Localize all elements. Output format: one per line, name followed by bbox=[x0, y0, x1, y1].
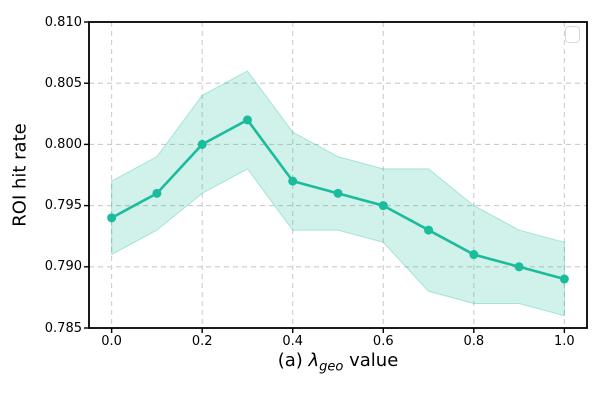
y-tick-label: 0.795 bbox=[44, 198, 82, 214]
x-axis-label: (a) λgeo value bbox=[89, 350, 587, 375]
lambda-subscript: geo bbox=[319, 359, 344, 375]
data-point-marker bbox=[514, 262, 524, 272]
legend-box bbox=[565, 26, 580, 43]
data-point-marker bbox=[288, 176, 298, 186]
plot-spines bbox=[88, 21, 588, 329]
y-tick-label: 0.785 bbox=[44, 320, 82, 336]
data-point-marker bbox=[378, 201, 388, 211]
y-tick-label: 0.800 bbox=[44, 136, 82, 152]
y-tick-label: 0.810 bbox=[44, 14, 82, 30]
x-tick-label: 0.0 bbox=[101, 334, 122, 349]
x-tick-label: 0.6 bbox=[372, 334, 394, 349]
data-point-marker bbox=[197, 139, 207, 149]
x-axis-label-suffix: value bbox=[343, 350, 399, 371]
data-point-marker bbox=[242, 115, 252, 125]
y-tick-label: 0.790 bbox=[44, 259, 82, 275]
data-point-marker bbox=[152, 188, 162, 198]
lambda-symbol: λ bbox=[308, 350, 320, 371]
data-point-marker bbox=[107, 213, 117, 223]
x-axis-label-prefix: (a) bbox=[277, 350, 309, 371]
data-point-marker bbox=[424, 225, 434, 235]
x-tick-label: 0.8 bbox=[463, 334, 485, 349]
x-tick-label: 1.0 bbox=[554, 334, 575, 349]
data-point-marker bbox=[559, 274, 569, 284]
x-tick-label: 0.4 bbox=[282, 334, 304, 349]
y-tick-label: 0.805 bbox=[44, 75, 82, 91]
data-point-marker bbox=[333, 188, 343, 198]
x-tick-label: 0.2 bbox=[191, 334, 213, 349]
data-point-marker bbox=[469, 250, 479, 260]
